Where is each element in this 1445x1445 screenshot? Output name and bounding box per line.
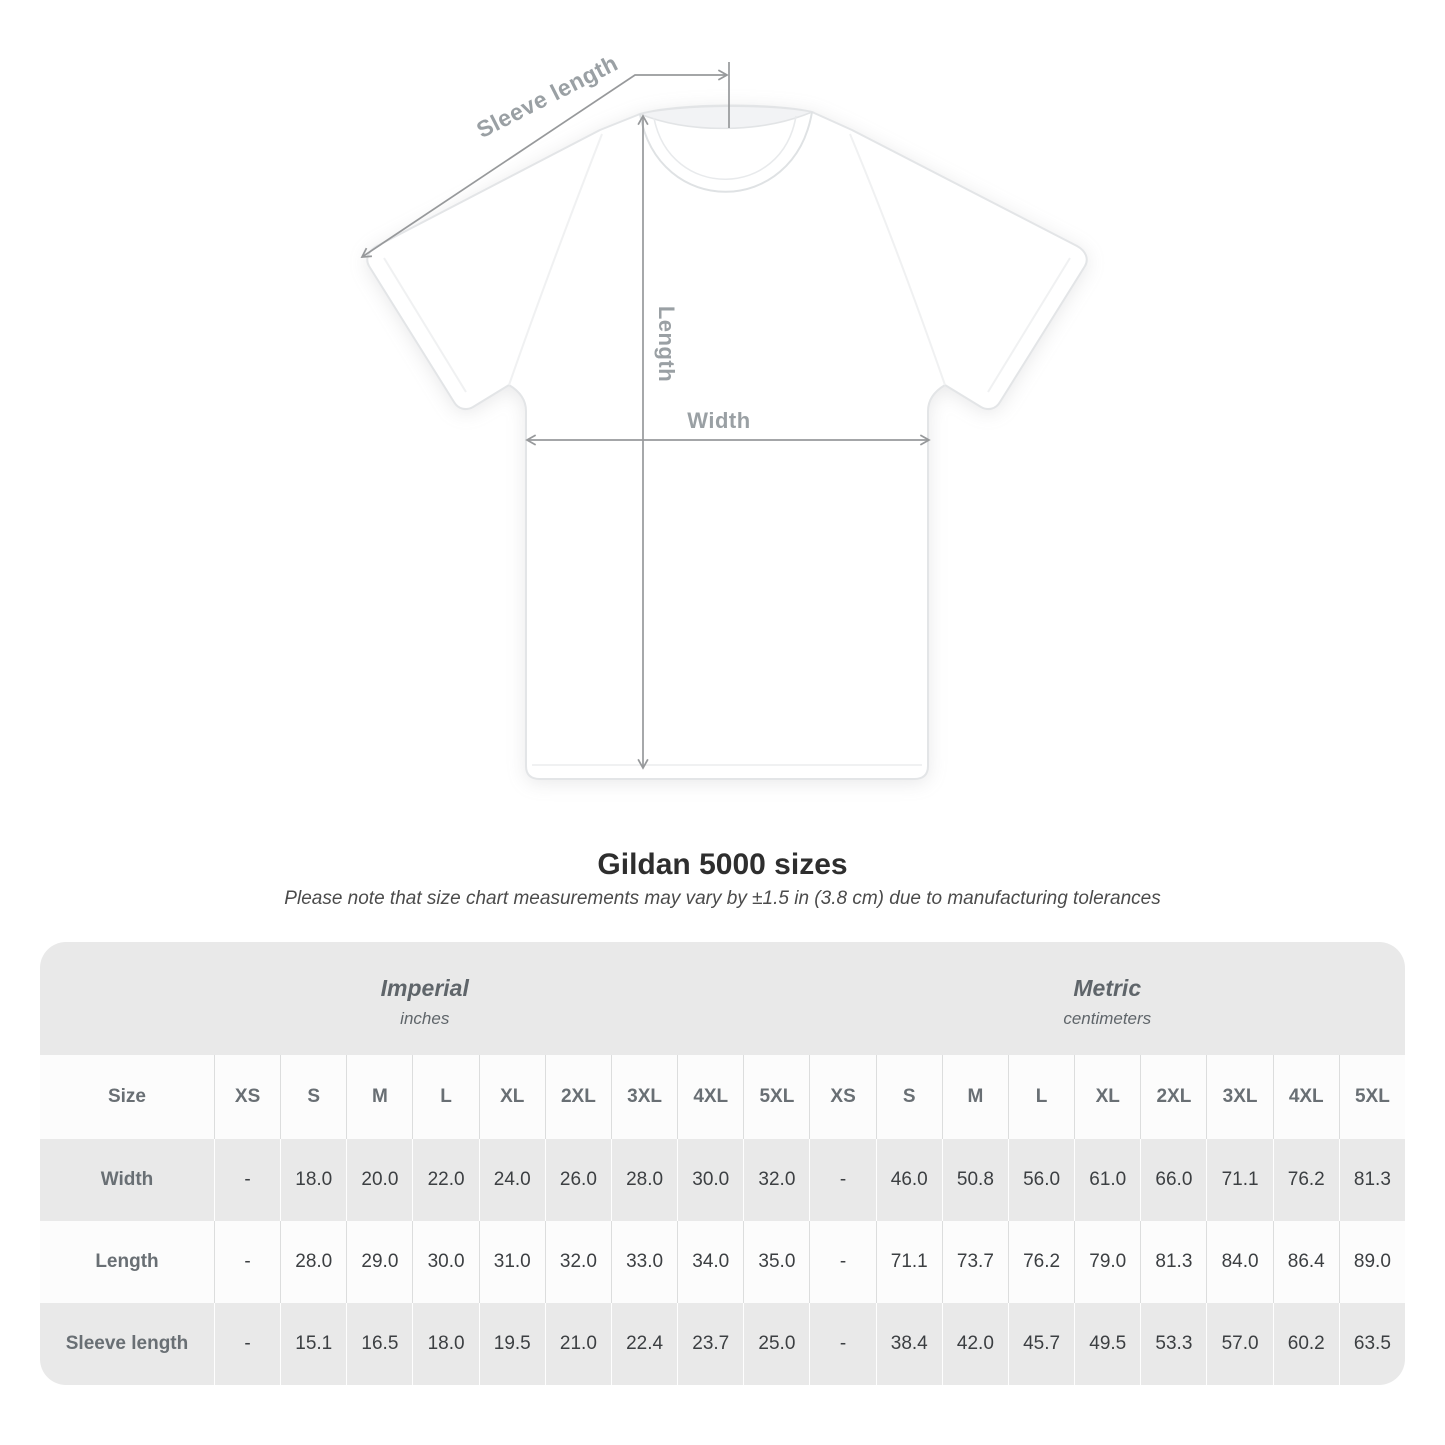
measurement-value-imperial: 23.7 xyxy=(677,1303,743,1385)
measurement-value-metric: 71.1 xyxy=(875,1221,942,1303)
measurement-value-imperial: 30.0 xyxy=(412,1221,478,1303)
table-row-length: Length -28.0 29.0 30.0 31.0 32.0 33.0 34.0 35.0-… xyxy=(40,1221,1405,1303)
size-column-header-metric: XS xyxy=(809,1055,875,1139)
size-column-header-metric: 5XL xyxy=(1338,1055,1405,1139)
measurement-value-metric: 42.0 xyxy=(941,1303,1008,1385)
imperial-section-header: Imperial inches xyxy=(40,942,810,1055)
measurement-value-imperial: 18.0 xyxy=(280,1139,346,1221)
measurement-value-imperial: - xyxy=(214,1221,280,1303)
size-column-header-metric: L xyxy=(1007,1055,1074,1139)
measurement-value-metric: 50.8 xyxy=(941,1139,1008,1221)
size-column-header-metric: 2XL xyxy=(1140,1055,1206,1139)
measurement-value-metric: 71.1 xyxy=(1206,1139,1272,1221)
table-row-width: Width -18.0 20.0 22.0 24.0 26.0 28.0 30.0 32.0-4… xyxy=(40,1139,1405,1221)
size-column-header-metric: M xyxy=(941,1055,1008,1139)
tshirt-shape xyxy=(366,104,1088,780)
measurement-value-metric: 89.0 xyxy=(1338,1221,1405,1303)
measurement-arrows xyxy=(360,62,931,770)
measurement-value-imperial: 32.0 xyxy=(743,1139,809,1221)
width-label: Width xyxy=(687,408,750,433)
size-column-header-imperial: 2XL xyxy=(544,1055,611,1139)
size-chart-table: Imperial inches Metric centimeters Size X… xyxy=(40,942,1405,1385)
measurement-value-metric: 79.0 xyxy=(1074,1221,1140,1303)
measurement-value-metric: - xyxy=(809,1221,875,1303)
tshirt-measurement-diagram: Sleeve length Length Width xyxy=(360,50,1088,780)
size-corner-label: Size xyxy=(107,1086,147,1107)
measurement-value-imperial: 24.0 xyxy=(478,1139,545,1221)
length-label: Length xyxy=(654,306,679,382)
imperial-unit-label: inches xyxy=(400,1008,450,1028)
measurement-value-imperial: 18.0 xyxy=(412,1303,478,1385)
size-header-row: Size XS S M L XL 2XL 3XL 4XL 5XL XS S M L XL 2XL 3XL 4XL 5… xyxy=(40,1055,1405,1139)
measurement-value-imperial: 34.0 xyxy=(677,1221,743,1303)
measurement-value-imperial: 35.0 xyxy=(743,1221,809,1303)
sleeve-length-label: Sleeve length xyxy=(472,50,622,143)
measurement-value-imperial: 29.0 xyxy=(346,1221,412,1303)
measurement-value-metric: 63.5 xyxy=(1338,1303,1405,1385)
measurement-value-metric: 49.5 xyxy=(1074,1303,1140,1385)
measurement-value-metric: 76.2 xyxy=(1272,1139,1339,1221)
measurement-value-metric: 45.7 xyxy=(1007,1303,1074,1385)
measurement-value-imperial: 20.0 xyxy=(346,1139,412,1221)
measurement-value-imperial: 31.0 xyxy=(478,1221,545,1303)
size-column-header-metric: 4XL xyxy=(1272,1055,1339,1139)
measurement-value-imperial: - xyxy=(214,1139,280,1221)
measurement-value-imperial: 30.0 xyxy=(677,1139,743,1221)
imperial-label: Imperial xyxy=(380,974,469,1001)
measurement-value-metric: 53.3 xyxy=(1140,1303,1206,1385)
measurement-value-imperial: 33.0 xyxy=(610,1221,677,1303)
unit-header-row: Imperial inches Metric centimeters xyxy=(40,942,1405,1055)
measurement-value-metric: 81.3 xyxy=(1140,1221,1206,1303)
measurement-value-metric: - xyxy=(809,1139,875,1221)
metric-unit-label: centimeters xyxy=(1063,1008,1152,1028)
measurement-value-imperial: 22.0 xyxy=(412,1139,478,1221)
size-column-header-metric: 3XL xyxy=(1206,1055,1272,1139)
size-grid: Size XS S M L XL 2XL 3XL 4XL 5XL XS S M L XL 2XL 3XL 4XL 5… xyxy=(40,1055,1405,1385)
measurement-value-metric: 60.2 xyxy=(1272,1303,1339,1385)
row-label: Sleeve length xyxy=(65,1333,189,1354)
measurement-value-imperial: 15.1 xyxy=(280,1303,346,1385)
measurement-value-imperial: 19.5 xyxy=(478,1303,545,1385)
measurement-value-metric: 66.0 xyxy=(1140,1139,1206,1221)
measurement-value-imperial: - xyxy=(214,1303,280,1385)
measurement-value-imperial: 22.4 xyxy=(610,1303,677,1385)
measurement-value-imperial: 16.5 xyxy=(346,1303,412,1385)
measurement-value-metric: 38.4 xyxy=(875,1303,942,1385)
size-column-header-metric: S xyxy=(875,1055,942,1139)
size-column-header-imperial: M xyxy=(346,1055,412,1139)
measurement-value-metric: 84.0 xyxy=(1206,1221,1272,1303)
size-column-header-imperial: 5XL xyxy=(743,1055,809,1139)
measurement-value-metric: 61.0 xyxy=(1074,1139,1140,1221)
measurement-value-imperial: 26.0 xyxy=(544,1139,611,1221)
size-column-header-imperial: L xyxy=(412,1055,478,1139)
measurement-value-metric: - xyxy=(809,1303,875,1385)
measurement-value-imperial: 32.0 xyxy=(544,1221,611,1303)
metric-section-header: Metric centimeters xyxy=(810,942,1406,1055)
measurement-value-metric: 56.0 xyxy=(1007,1139,1074,1221)
size-column-header-imperial: XS xyxy=(214,1055,280,1139)
measurement-value-imperial: 28.0 xyxy=(280,1221,346,1303)
row-label: Width xyxy=(100,1169,154,1190)
measurement-value-metric: 81.3 xyxy=(1338,1139,1405,1221)
tshirt-illustration: Sleeve length Length Width xyxy=(360,50,1088,780)
size-column-header-imperial: 4XL xyxy=(677,1055,743,1139)
page-title: Gildan 5000 sizes xyxy=(597,848,848,881)
measurement-value-imperial: 25.0 xyxy=(743,1303,809,1385)
measurement-value-metric: 76.2 xyxy=(1007,1221,1074,1303)
size-column-header-imperial: 3XL xyxy=(610,1055,677,1139)
measurement-value-metric: 46.0 xyxy=(875,1139,942,1221)
row-label: Length xyxy=(95,1251,159,1272)
size-column-header-imperial: XL xyxy=(478,1055,545,1139)
size-column-header-metric: XL xyxy=(1074,1055,1140,1139)
measurement-value-imperial: 21.0 xyxy=(544,1303,611,1385)
metric-label: Metric xyxy=(1073,974,1142,1001)
table-row-sleeve-length: Sleeve length -15.1 16.5 18.0 19.5 21.0 22.4 23… xyxy=(40,1303,1405,1385)
measurement-value-metric: 86.4 xyxy=(1272,1221,1339,1303)
tolerance-note: Please note that size chart measurements… xyxy=(284,888,1161,909)
measurement-value-imperial: 28.0 xyxy=(610,1139,677,1221)
sleeve-length-arrow xyxy=(360,69,729,258)
size-column-header-imperial: S xyxy=(280,1055,346,1139)
measurement-value-metric: 73.7 xyxy=(941,1221,1008,1303)
measurement-value-metric: 57.0 xyxy=(1206,1303,1272,1385)
